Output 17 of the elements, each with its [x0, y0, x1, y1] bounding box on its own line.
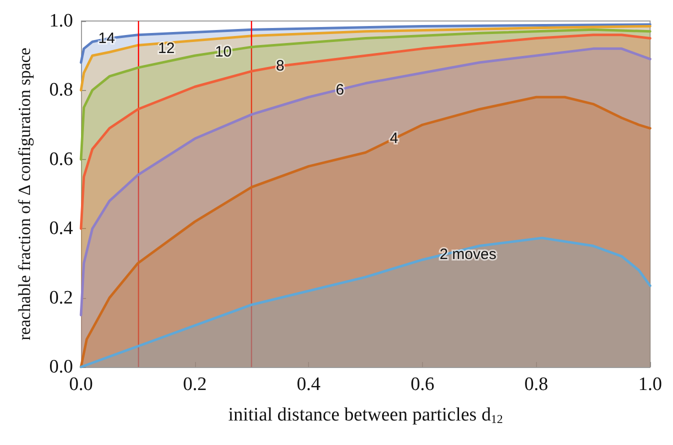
- annotation: 4: [390, 130, 398, 148]
- y-tick-label: 0.2: [49, 287, 73, 308]
- y-tick-label: 0.6: [49, 148, 73, 170]
- x-tick-label: 1.0: [638, 374, 662, 395]
- x-tick-label: 0.4: [296, 374, 322, 395]
- x-tick-label: 0.6: [410, 374, 434, 395]
- y-axis-title: reachable fraction of Δ configuration space: [15, 48, 34, 340]
- annotation: 2 moves: [440, 246, 496, 264]
- y-tick-label: 0.4: [49, 218, 74, 240]
- y-tick-label: 1.0: [49, 10, 73, 32]
- x-tick-label: 0.2: [182, 374, 207, 395]
- x-tick-label: 0.8: [524, 374, 548, 395]
- y-tick-label: 0.8: [49, 80, 73, 101]
- annotation: 8: [276, 57, 284, 74]
- annotation: 6: [336, 82, 344, 99]
- annotation: 12: [158, 40, 175, 58]
- annotation: 10: [214, 44, 232, 61]
